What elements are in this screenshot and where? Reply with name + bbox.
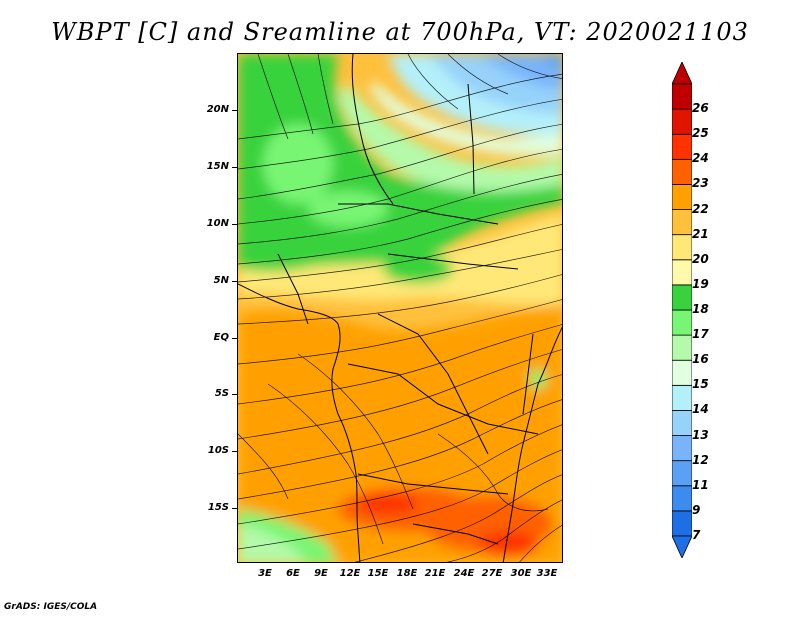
chart-title: WBPT [C] and Sreamline at 700hPa, VT: 20… <box>51 18 749 46</box>
colorbar-block <box>672 334 692 361</box>
colorbar-bottom-arrow <box>672 535 692 558</box>
lat-label-10s: 10S <box>207 445 229 456</box>
lat-tick <box>232 281 237 282</box>
colorbar-label: 16 <box>692 352 709 367</box>
colorbar-label: 14 <box>692 402 709 417</box>
map-panel <box>237 53 563 563</box>
lon-label-12e: 12E <box>339 568 361 579</box>
lon-label-3e: 3E <box>258 568 272 579</box>
lat-tick <box>232 224 237 225</box>
colorbar-label: 15 <box>692 377 709 392</box>
colorbar-block <box>672 309 692 336</box>
lon-label-6e: 6E <box>286 568 300 579</box>
colorbar-label: 20 <box>692 251 709 266</box>
colorbar-label: 9 <box>692 502 701 517</box>
grads-credit: GrADS: IGES/COLA <box>4 602 98 612</box>
map-canvas <box>238 54 562 562</box>
lon-label-24e: 24E <box>453 568 475 579</box>
colorbar-block <box>672 108 692 135</box>
colorbar-label: 12 <box>692 452 709 467</box>
colorbar-label: 22 <box>692 201 709 216</box>
lat-label-10n: 10N <box>206 218 229 229</box>
lat-label-5s: 5S <box>214 388 229 399</box>
colorbar-block <box>672 234 692 261</box>
lon-label-9e: 9E <box>314 568 328 579</box>
colorbar-label: 17 <box>692 327 709 342</box>
lat-tick <box>232 110 237 111</box>
lat-tick <box>232 394 237 395</box>
colorbar-block <box>672 410 692 436</box>
colorbar-label: 23 <box>692 176 709 191</box>
colorbar-label: 26 <box>692 101 709 116</box>
colorbar-block <box>672 460 692 487</box>
colorbar-label: 24 <box>692 151 709 166</box>
colorbar-label: 21 <box>692 226 709 241</box>
colorbar-block <box>672 133 692 160</box>
lat-label-20n: 20N <box>206 104 229 115</box>
colorbar-block <box>672 209 692 236</box>
streamlines <box>238 54 562 562</box>
lat-label-5n: 5N <box>213 275 229 286</box>
lat-tick <box>232 508 237 509</box>
lat-label-eq: EQ <box>213 332 229 343</box>
lon-label-33e: 33E <box>536 568 558 579</box>
colorbar-block <box>672 510 692 537</box>
colorbar-block <box>672 184 692 210</box>
colorbar-block <box>672 284 692 311</box>
lon-label-27e: 27E <box>481 568 503 579</box>
colorbar-label: 19 <box>692 276 709 291</box>
colorbar-block <box>672 485 692 512</box>
colorbar-top-arrow <box>672 62 692 85</box>
colorbar-block <box>672 435 692 462</box>
lat-tick <box>232 451 237 452</box>
colorbar-label: 13 <box>692 427 709 442</box>
lat-tick <box>232 167 237 168</box>
wbpt-shading <box>238 54 562 562</box>
colorbar-block <box>672 384 692 411</box>
lon-label-30e: 30E <box>510 568 532 579</box>
colorbar-label: 11 <box>692 477 709 492</box>
lon-label-15e: 15E <box>367 568 389 579</box>
lat-tick <box>232 338 237 339</box>
colorbar-block <box>672 83 692 110</box>
colorbar-block <box>672 158 692 185</box>
colorbar-label: 18 <box>692 302 709 316</box>
lat-label-15s: 15S <box>207 502 229 513</box>
colorbar-scale <box>672 62 692 558</box>
lon-label-18e: 18E <box>396 568 418 579</box>
colorbar-block <box>672 359 692 386</box>
colorbar-label: 25 <box>692 126 709 141</box>
lon-label-21e: 21E <box>424 568 446 579</box>
colorbar-label: 7 <box>692 528 701 542</box>
colorbar-block <box>672 259 692 286</box>
lat-label-15n: 15N <box>206 161 229 172</box>
